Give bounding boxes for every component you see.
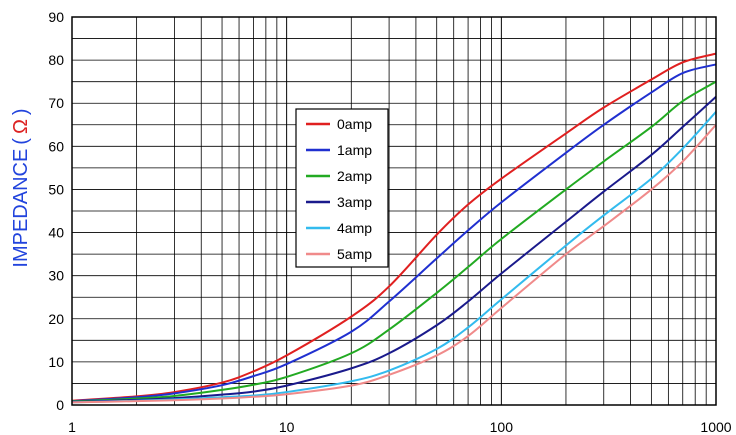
y-tick-label: 90	[48, 9, 64, 25]
y-tick-label: 80	[48, 52, 64, 68]
y-tick-label: 10	[48, 354, 64, 370]
series-line-0amp	[71, 52, 717, 402]
x-tick-labels: 1 10 100 1000	[68, 419, 732, 435]
y-tick-label: 30	[48, 268, 64, 284]
y-axis-label: IMPEDANCE ( Ω)	[10, 108, 32, 267]
legend-label-3amp: 3amp	[337, 194, 372, 210]
series-line-1amp	[71, 63, 717, 403]
y-tick-labels: 0 10 20 30 40 50 60 70 80 90	[48, 9, 64, 413]
legend-label-5amp: 5amp	[337, 246, 372, 262]
y-axis-label-text: IMPEDANCE	[10, 149, 32, 268]
y-axis-label-open: (	[10, 138, 32, 145]
y-tick-label: 0	[56, 397, 64, 413]
y-tick-label: 20	[48, 311, 64, 327]
series-line-4amp	[71, 111, 717, 404]
grid	[71, 16, 717, 406]
series-line-2amp	[71, 80, 717, 403]
legend-label-1amp: 1amp	[337, 142, 372, 158]
x-tick-label: 10	[279, 419, 295, 435]
y-tick-label: 70	[48, 95, 64, 111]
series-line-5amp	[71, 124, 717, 404]
x-tick-label: 100	[490, 419, 514, 435]
x-tick-label: 1000	[700, 419, 731, 435]
legend-label-0amp: 0amp	[337, 116, 372, 132]
plot-frame	[71, 16, 717, 406]
legend: 0amp 1amp 2amp 3amp 4amp 5amp	[295, 108, 389, 268]
legend-label-4amp: 4amp	[337, 220, 372, 236]
y-tick-label: 50	[48, 181, 64, 197]
legend-box	[295, 108, 389, 268]
x-tick-label: 1	[68, 419, 76, 435]
y-tick-label: 40	[48, 225, 64, 241]
y-tick-label: 60	[48, 138, 64, 154]
series-lines	[71, 52, 717, 404]
y-axis-label-unit: Ω	[10, 119, 32, 134]
series-line-3amp	[71, 96, 717, 403]
y-axis-label-close: )	[10, 108, 32, 115]
legend-label-2amp: 2amp	[337, 168, 372, 184]
